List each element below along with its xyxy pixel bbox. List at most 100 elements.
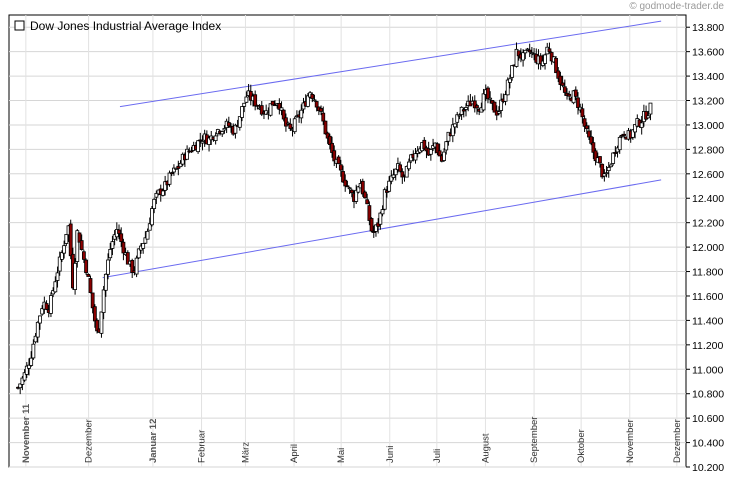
candle-body — [323, 120, 328, 135]
candle-body — [57, 256, 62, 272]
candle-body — [75, 230, 80, 262]
y-tick-label: 11.400 — [692, 315, 723, 327]
candle-body — [200, 141, 205, 144]
y-tick-label: 12.200 — [692, 218, 724, 230]
trendline — [102, 179, 662, 279]
candle-body — [53, 281, 58, 293]
candle-body — [497, 111, 501, 114]
candle-body — [387, 180, 392, 192]
candle-body — [576, 97, 580, 109]
candle-body — [646, 115, 651, 119]
y-tick-label: 10.400 — [692, 438, 724, 450]
candle-body — [492, 101, 497, 113]
candle-body — [172, 167, 176, 173]
candle-body — [220, 131, 225, 135]
candle-body — [255, 104, 260, 107]
candle-body — [119, 233, 124, 242]
x-tick-label: März — [240, 442, 251, 463]
candle-body — [49, 295, 53, 314]
trendlines — [102, 20, 662, 279]
candle-body — [598, 156, 602, 164]
candle-body — [446, 131, 451, 142]
candle-body — [222, 128, 227, 131]
candle-body — [558, 75, 563, 85]
candle-body — [347, 187, 352, 190]
x-tick-label: Dezember — [84, 419, 95, 463]
candle-body — [81, 251, 86, 260]
candle-body — [428, 149, 433, 155]
candle-body — [305, 95, 310, 107]
candle-body — [185, 148, 189, 160]
candle-body — [330, 142, 334, 153]
x-tick-label: Januar 12 — [148, 419, 159, 463]
candle-body — [336, 156, 341, 165]
x-tick-label: Juli — [432, 449, 443, 463]
candle-body — [609, 164, 613, 168]
candle-body — [523, 49, 528, 54]
candle-body — [505, 79, 510, 96]
candle-body — [314, 101, 319, 108]
candle-body — [169, 172, 174, 175]
candle-body — [84, 259, 88, 274]
x-tick-label: November 11 — [21, 403, 32, 463]
candle-body — [457, 114, 462, 117]
candle-body — [233, 124, 238, 134]
candle-body — [35, 321, 40, 338]
candle-body — [510, 65, 515, 78]
candle-body — [584, 125, 589, 130]
candle-body — [343, 179, 348, 187]
candle-body — [389, 175, 394, 182]
candle-body — [391, 174, 396, 178]
y-axis: 13.800 13.600 13.400 13.200 13.000 12.800 12.6… — [686, 22, 724, 474]
candle-body — [279, 107, 284, 111]
candle-body — [602, 173, 607, 177]
candle-body — [341, 171, 345, 183]
candle-body — [27, 364, 31, 369]
candle-body — [198, 139, 203, 142]
candle-body — [327, 135, 332, 145]
candle-body — [141, 243, 146, 249]
candle-body — [631, 129, 635, 138]
candle-body — [380, 209, 385, 215]
candle-body — [382, 189, 387, 210]
candle-body — [622, 133, 627, 136]
candle-body — [604, 172, 609, 175]
legend-swatch — [14, 20, 25, 31]
x-tick-label: April — [289, 444, 300, 463]
candle-body — [244, 96, 249, 103]
y-tick-label: 12.400 — [692, 193, 724, 205]
y-tick-label: 13.400 — [692, 71, 724, 83]
candle-body — [277, 103, 282, 110]
candle-body — [525, 48, 530, 51]
candle-body — [95, 319, 99, 332]
y-tick-label: 11.000 — [692, 364, 723, 376]
candle-body — [40, 308, 45, 315]
candle-body — [299, 109, 304, 119]
candle-body — [284, 117, 288, 127]
candle-body — [319, 108, 323, 112]
candle-body — [499, 99, 504, 111]
candle-body — [617, 136, 622, 151]
candle-body — [371, 231, 376, 233]
candle-body — [398, 164, 403, 172]
y-tick-label: 12.600 — [692, 169, 724, 181]
candle-body — [20, 377, 25, 385]
candle-body — [644, 111, 648, 120]
y-tick-label: 10.800 — [692, 389, 724, 401]
candle-body — [108, 248, 113, 259]
candle-body — [600, 163, 605, 178]
candle-body — [593, 150, 598, 162]
candle-body — [516, 50, 521, 57]
candle-body — [154, 192, 159, 198]
candle-body — [38, 315, 42, 324]
candle-body — [55, 272, 60, 281]
candle-body — [413, 153, 418, 161]
x-tick-label: Juni — [385, 446, 396, 463]
candle-body — [400, 171, 405, 178]
candle-body — [207, 137, 211, 145]
candle-body — [130, 260, 135, 273]
candle-body — [527, 49, 532, 53]
candle-body — [422, 139, 427, 150]
candle-body — [589, 136, 594, 144]
